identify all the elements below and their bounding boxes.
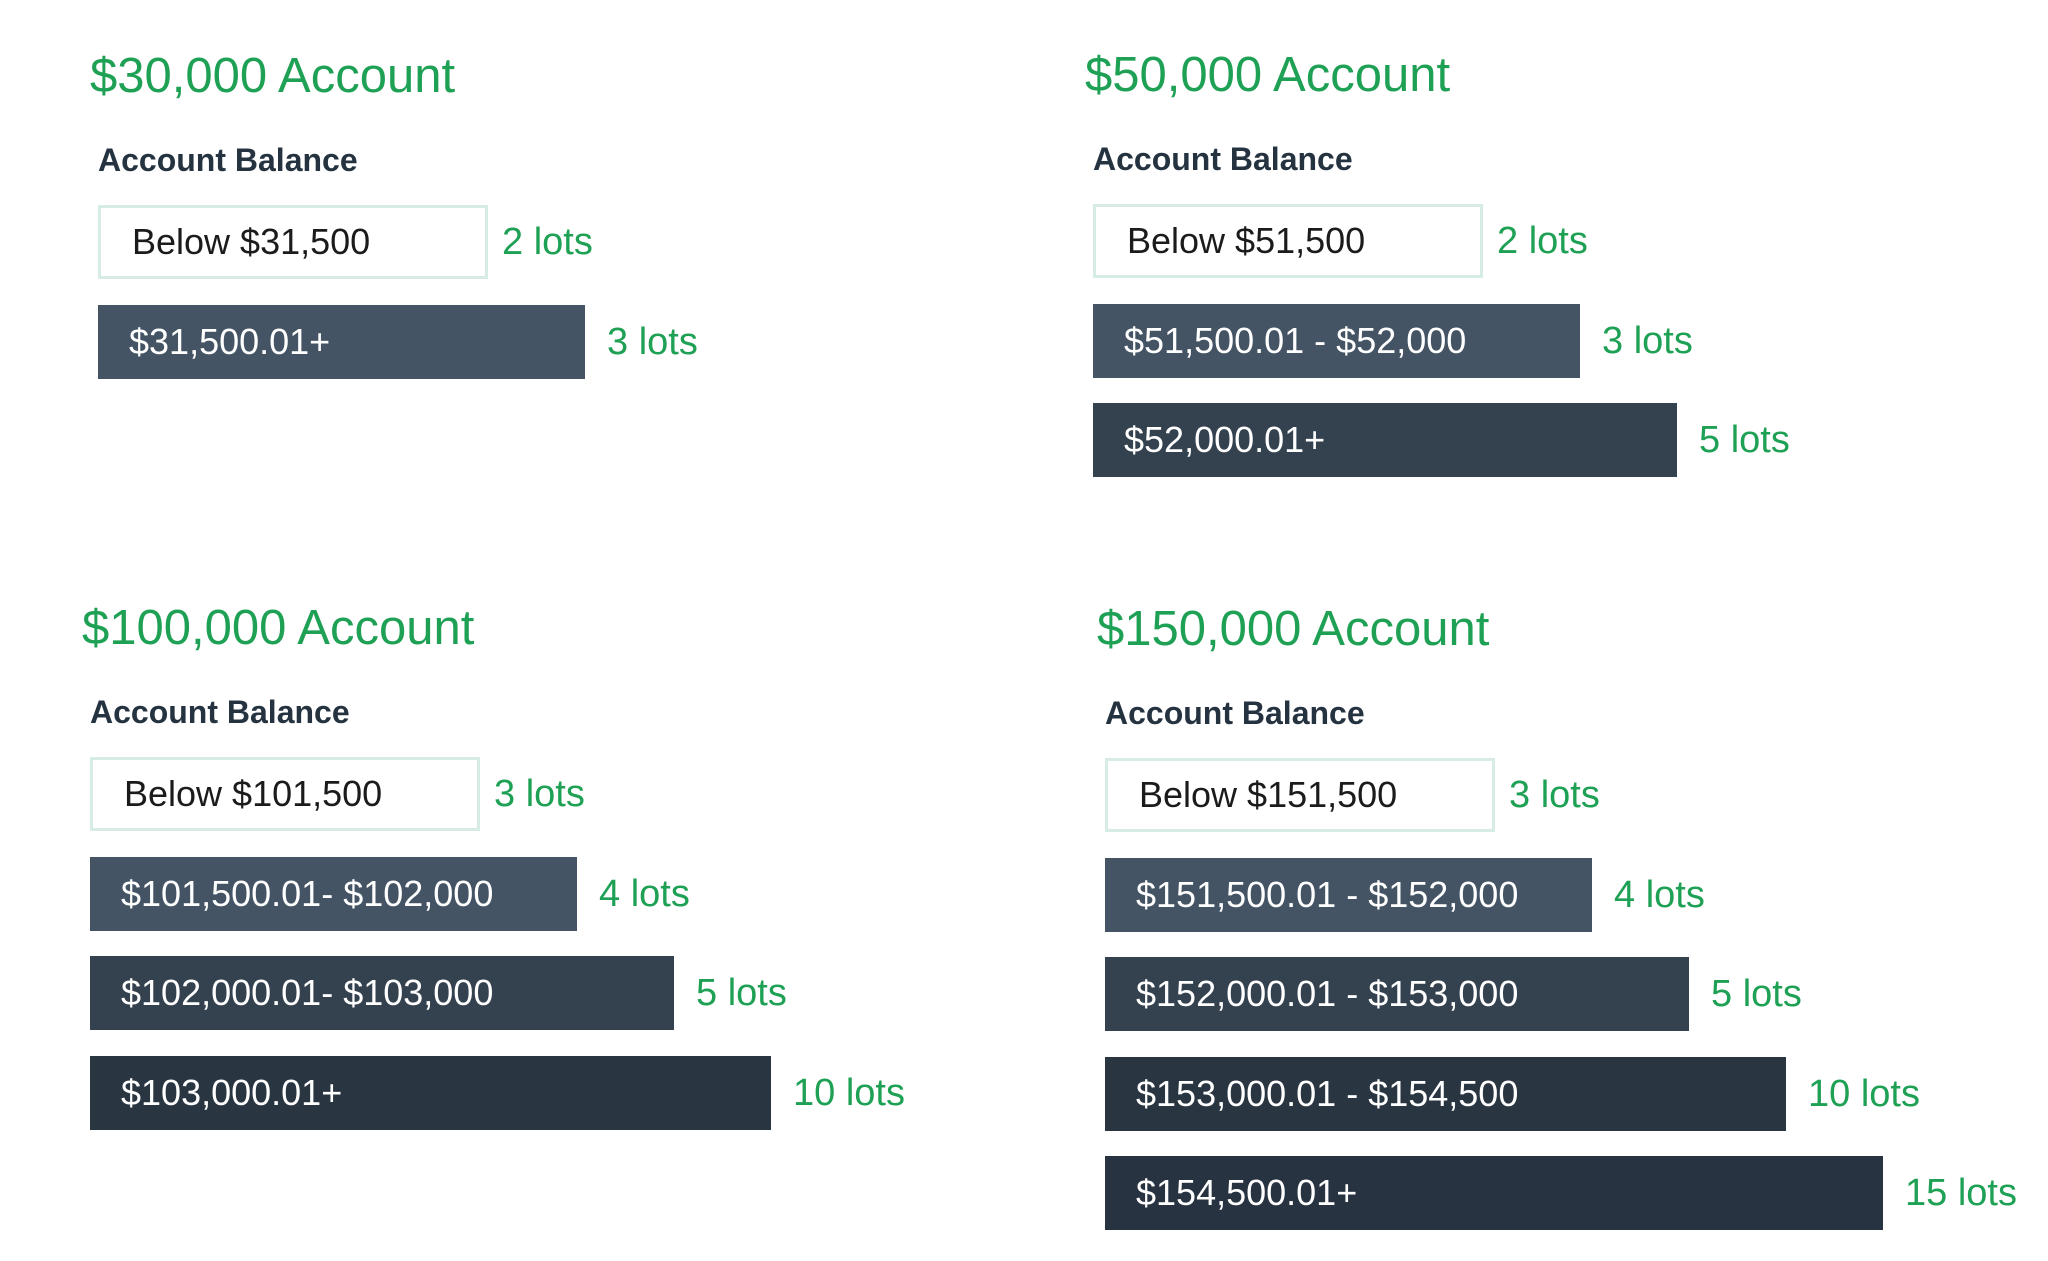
tier-lots-label: 3 lots xyxy=(1509,773,1600,816)
tier-bar: $154,500.01+ xyxy=(1105,1156,1883,1230)
panel-title: $50,000 Account xyxy=(1085,48,1451,102)
tier-bar: Below $101,500 xyxy=(90,757,480,831)
tier-lots-label: 3 lots xyxy=(494,772,585,815)
tier-bar: $103,000.01+ xyxy=(90,1056,771,1130)
tier-bar: $153,000.01 - $154,500 xyxy=(1105,1057,1786,1131)
panel-title: $30,000 Account xyxy=(90,49,456,103)
tier-lots-label: 4 lots xyxy=(599,872,690,915)
tier-bar: $51,500.01 - $52,000 xyxy=(1093,304,1580,378)
panel-subtitle: Account Balance xyxy=(90,694,350,730)
tier-lots-label: 5 lots xyxy=(1711,972,1802,1015)
tier-lots-label: 10 lots xyxy=(793,1071,905,1114)
tier-lots-label: 3 lots xyxy=(1602,319,1693,362)
tier-bar: $152,000.01 - $153,000 xyxy=(1105,957,1689,1031)
tier-lots-label: 2 lots xyxy=(502,220,593,263)
panel-subtitle: Account Balance xyxy=(1105,695,1365,731)
tier-lots-label: 15 lots xyxy=(1905,1171,2017,1214)
panel-subtitle: Account Balance xyxy=(98,142,358,178)
tier-lots-label: 2 lots xyxy=(1497,219,1588,262)
tier-bar: Below $151,500 xyxy=(1105,758,1495,832)
tier-lots-label: 4 lots xyxy=(1614,873,1705,916)
tier-bar: $102,000.01- $103,000 xyxy=(90,956,674,1030)
tier-lots-label: 5 lots xyxy=(696,971,787,1014)
tier-lots-label: 5 lots xyxy=(1699,418,1790,461)
tier-lots-label: 3 lots xyxy=(607,320,698,363)
panel-subtitle: Account Balance xyxy=(1093,141,1353,177)
tier-bar: $31,500.01+ xyxy=(98,305,585,379)
tier-bar: $151,500.01 - $152,000 xyxy=(1105,858,1592,932)
tier-bar: $101,500.01- $102,000 xyxy=(90,857,577,931)
panel-title: $100,000 Account xyxy=(82,601,475,655)
panel-title: $150,000 Account xyxy=(1097,602,1490,656)
tier-lots-label: 10 lots xyxy=(1808,1072,1920,1115)
tier-bar: Below $51,500 xyxy=(1093,204,1483,278)
tier-bar: Below $31,500 xyxy=(98,205,488,279)
tier-bar: $52,000.01+ xyxy=(1093,403,1677,477)
